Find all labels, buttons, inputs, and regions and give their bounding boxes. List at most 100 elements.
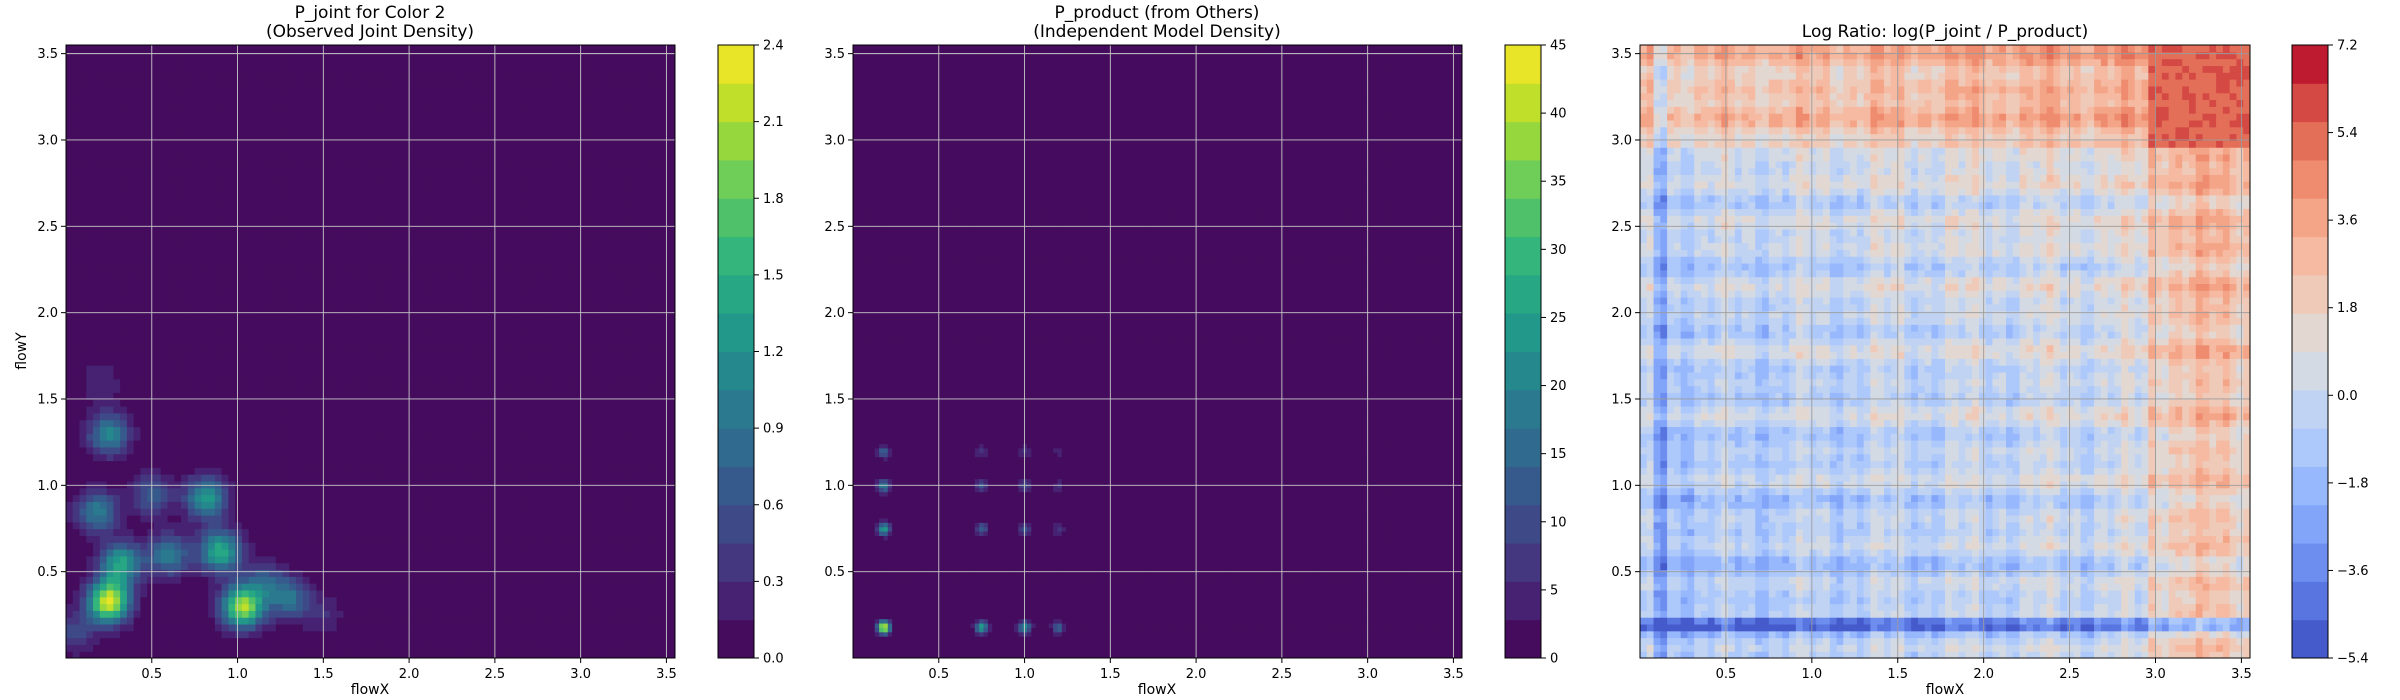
- heatmap-cell: [417, 371, 426, 380]
- heatmap-cell: [282, 106, 290, 114]
- heatmap-cell: [323, 106, 331, 114]
- heatmap-cell: [79, 72, 87, 80]
- heatmap-cell: [235, 630, 243, 639]
- heatmap-cell: [174, 147, 182, 155]
- heatmap-cell: [147, 58, 155, 67]
- heatmap-cell: [329, 623, 338, 632]
- heatmap-cell: [275, 85, 284, 94]
- heatmap-cell: [248, 405, 257, 414]
- heatmap-cell: [356, 133, 365, 141]
- heatmap-cell: [282, 365, 290, 373]
- heatmap-cell: [187, 385, 196, 393]
- heatmap-cell: [66, 153, 74, 162]
- heatmap-cell: [390, 85, 399, 94]
- heatmap-cell: [356, 583, 365, 591]
- heatmap-cell: [160, 440, 169, 448]
- heatmap-cell: [194, 501, 202, 509]
- heatmap-cell: [329, 208, 338, 216]
- heatmap-cell: [282, 351, 290, 359]
- heatmap-cell: [72, 542, 81, 550]
- heatmap-cell: [343, 99, 351, 107]
- heatmap-cell: [424, 324, 432, 332]
- heatmap-cell: [140, 99, 148, 107]
- heatmap-cell: [350, 651, 358, 658]
- heatmap-cell: [417, 508, 426, 516]
- heatmap-cell: [336, 303, 345, 312]
- heatmap-cell: [228, 113, 236, 121]
- heatmap-cell: [302, 65, 311, 73]
- heatmap-cell: [289, 181, 297, 189]
- heatmap-cell: [350, 521, 358, 530]
- heatmap-cell: [201, 249, 209, 257]
- heatmap-cell: [174, 51, 182, 60]
- heatmap-cell: [431, 208, 439, 216]
- heatmap-cell: [370, 194, 378, 203]
- heatmap-cell: [126, 419, 135, 428]
- heatmap-cell: [289, 603, 297, 611]
- heatmap-cell: [235, 283, 243, 291]
- heatmap-cell: [140, 494, 148, 502]
- heatmap-cell: [275, 405, 284, 414]
- heatmap-cell: [181, 188, 189, 196]
- heatmap-cell: [438, 514, 446, 523]
- heatmap-cell: [241, 188, 250, 196]
- heatmap-cell: [316, 467, 324, 475]
- heatmap-cell: [160, 385, 169, 393]
- heatmap-cell: [411, 344, 419, 353]
- heatmap-cell: [201, 617, 209, 625]
- heatmap-cell: [248, 474, 257, 482]
- heatmap-cell: [201, 297, 209, 305]
- heatmap-cell: [79, 337, 87, 346]
- heatmap-cell: [140, 324, 148, 332]
- heatmap-cell: [86, 617, 94, 625]
- heatmap-cell: [86, 596, 94, 605]
- heatmap-cell: [208, 99, 216, 107]
- heatmap-cell: [167, 126, 175, 135]
- heatmap-cell: [343, 147, 351, 155]
- heatmap-cell: [275, 188, 284, 196]
- heatmap-cell: [390, 474, 399, 482]
- heatmap-cell: [417, 630, 426, 639]
- heatmap-cell: [106, 72, 114, 80]
- heatmap-cell: [201, 133, 209, 141]
- heatmap-cell: [194, 521, 202, 530]
- heatmap-cell: [79, 222, 87, 230]
- heatmap-cell: [302, 569, 311, 577]
- heatmap-cell: [296, 45, 304, 53]
- heatmap-cell: [397, 310, 405, 319]
- heatmap-cell: [302, 487, 311, 496]
- heatmap-cell: [411, 324, 419, 332]
- heatmap-cell: [350, 453, 358, 462]
- heatmap-cell: [282, 276, 290, 284]
- heatmap-cell: [275, 201, 284, 210]
- heatmap-cell: [370, 106, 378, 114]
- heatmap-cell: [228, 51, 236, 60]
- heatmap-cell: [140, 617, 148, 625]
- heatmap-cell: [194, 167, 202, 176]
- heatmap-cell: [424, 528, 432, 536]
- heatmap-cell: [113, 133, 121, 141]
- heatmap-cell: [167, 249, 175, 257]
- heatmap-cell: [120, 310, 128, 319]
- heatmap-cell: [228, 174, 236, 182]
- heatmap-cell: [384, 528, 392, 536]
- heatmap-cell: [72, 153, 81, 162]
- heatmap-cell: [316, 399, 324, 407]
- heatmap-cell: [363, 535, 372, 543]
- heatmap-cell: [113, 167, 121, 176]
- heatmap-cell: [235, 487, 243, 496]
- heatmap-cell: [140, 269, 148, 278]
- heatmap-cell: [397, 99, 405, 107]
- heatmap-cell: [296, 119, 304, 128]
- heatmap-cell: [221, 344, 229, 353]
- heatmap-cell: [99, 133, 108, 141]
- heatmap-cell: [201, 147, 209, 155]
- heatmap-cell: [133, 262, 142, 271]
- heatmap-cell: [390, 446, 399, 455]
- heatmap-cell: [153, 72, 162, 80]
- heatmap-cell: [99, 576, 108, 584]
- heatmap-cell: [221, 208, 229, 216]
- heatmap-cell: [235, 256, 243, 264]
- heatmap-cell: [147, 297, 155, 305]
- heatmap-cell: [126, 153, 135, 162]
